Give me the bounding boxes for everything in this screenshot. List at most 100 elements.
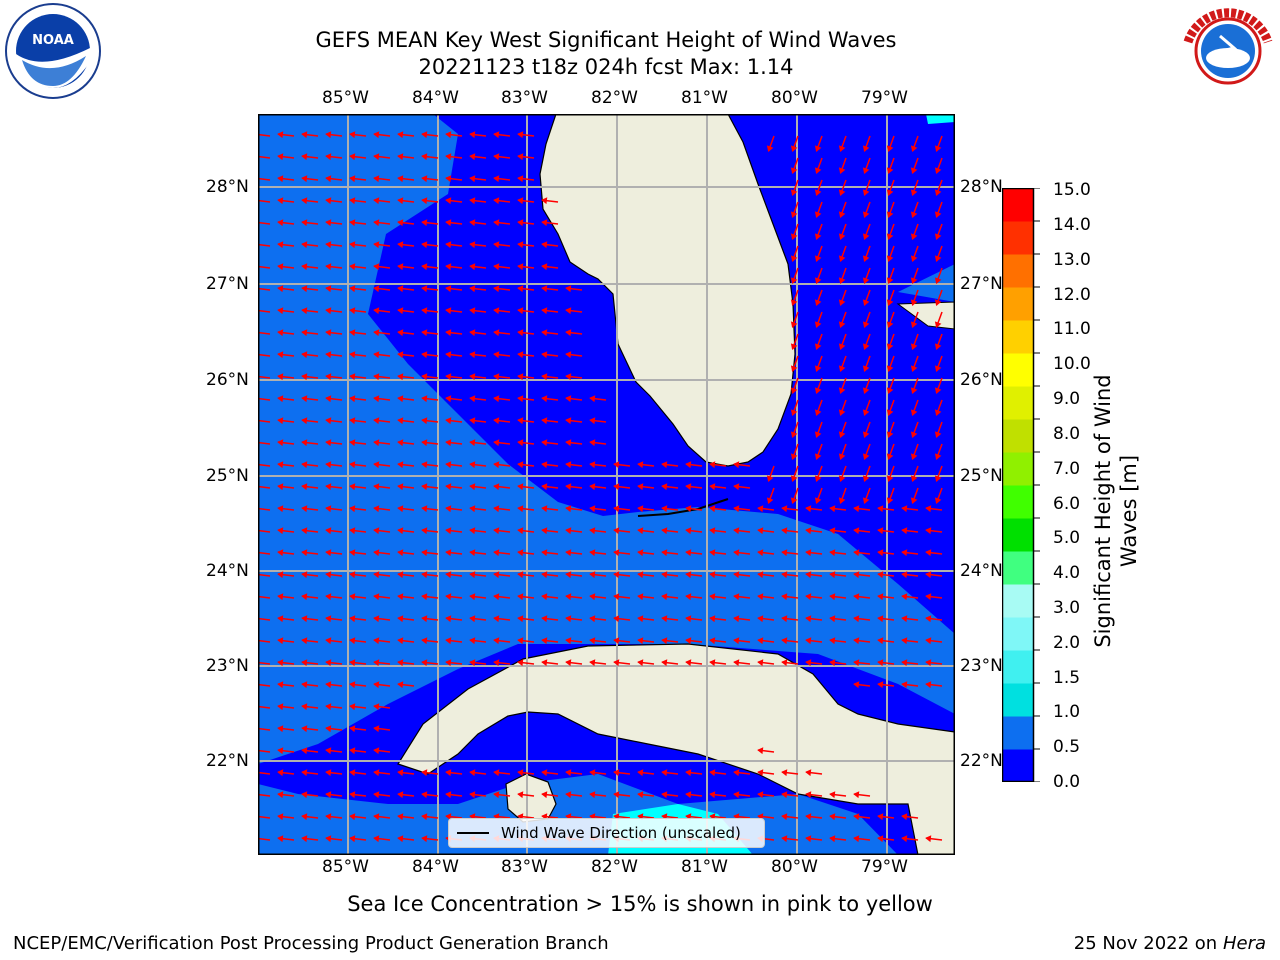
wind-wave-arrow-head	[277, 417, 284, 425]
wind-wave-arrow-head	[493, 197, 500, 205]
wind-wave-arrow-head	[421, 769, 428, 777]
wind-wave-arrow-head	[781, 791, 788, 799]
wind-wave-arrow-head	[517, 373, 524, 381]
wind-wave-arrow-head	[877, 505, 884, 513]
wind-wave-arrow-head	[421, 461, 428, 469]
wind-wave-arrow-head	[877, 527, 884, 535]
wind-wave-arrow	[258, 177, 271, 181]
wind-wave-arrow-head	[325, 329, 332, 337]
wind-wave-arrow-head	[421, 835, 428, 843]
wind-wave-arrow-head	[421, 241, 428, 249]
wind-wave-arrow-head	[373, 527, 380, 535]
wind-wave-arrow-head	[925, 571, 932, 579]
wind-wave-arrow-head	[853, 549, 860, 557]
wind-wave-arrow-head	[790, 189, 798, 196]
wind-wave-arrow-head	[373, 659, 380, 667]
wind-wave-arrow-head	[805, 659, 812, 667]
wind-wave-arrow-head	[541, 241, 548, 249]
wind-wave-arrow-head	[325, 307, 332, 315]
wind-wave-arrow-head	[814, 475, 822, 482]
wind-wave-arrow-head	[445, 659, 452, 667]
wind-wave-arrow-head	[565, 351, 572, 359]
wind-wave-arrow-head	[853, 835, 860, 843]
wind-wave-arrow-head	[790, 497, 798, 504]
wind-wave-arrow-head	[829, 835, 836, 843]
wind-wave-arrow	[258, 815, 271, 819]
wind-wave-arrow-head	[493, 791, 500, 799]
wind-wave-arrow-head	[589, 615, 596, 623]
wind-wave-arrow-head	[565, 637, 572, 645]
wind-wave-arrow-head	[733, 791, 740, 799]
colorbar-tick: 10.0	[1053, 354, 1091, 374]
wind-wave-arrow-head	[469, 417, 476, 425]
wind-wave-arrow-head	[493, 153, 500, 161]
wind-wave-arrow-head	[565, 527, 572, 535]
wind-wave-arrow-head	[814, 167, 822, 174]
wind-wave-arrow-head	[277, 483, 284, 491]
wind-wave-arrow-head	[589, 439, 596, 447]
lon-label-top: 79°W	[861, 88, 908, 108]
wind-wave-arrow-head	[901, 571, 908, 579]
wind-wave-arrow-head	[637, 527, 644, 535]
wind-wave-arrow-head	[301, 131, 308, 139]
wind-wave-arrow-head	[814, 365, 822, 372]
wind-wave-arrow-head	[517, 329, 524, 337]
wind-wave-arrow-head	[349, 527, 356, 535]
wind-wave-arrow-head	[469, 263, 476, 271]
wind-wave-arrow-head	[445, 219, 452, 227]
wind-wave-arrow-head	[517, 791, 524, 799]
wind-wave-arrow-head	[301, 835, 308, 843]
wind-wave-arrow-head	[301, 307, 308, 315]
wind-wave-arrow-head	[301, 483, 308, 491]
colorbar-segment	[1002, 386, 1034, 420]
wind-wave-arrow-head	[613, 505, 620, 513]
wind-wave-arrow-head	[349, 351, 356, 359]
wind-wave-arrow-head	[277, 637, 284, 645]
wind-wave-arrow-head	[397, 637, 404, 645]
wind-wave-arrow-head	[685, 791, 692, 799]
wind-wave-arrow-head	[814, 145, 822, 152]
wind-wave-arrow-head	[541, 615, 548, 623]
wind-wave-arrow-head	[469, 527, 476, 535]
wind-wave-arrow-head	[349, 461, 356, 469]
wind-wave-arrow-head	[877, 813, 884, 821]
wind-wave-arrow-head	[301, 571, 308, 579]
wind-wave-arrow-head	[790, 211, 798, 218]
wind-wave-arrow-head	[277, 659, 284, 667]
wind-wave-arrow-head	[862, 387, 870, 394]
wind-wave-arrow-head	[661, 461, 668, 469]
wind-wave-arrow-head	[397, 197, 404, 205]
wind-wave-arrow-head	[277, 241, 284, 249]
colorbar-tick: 1.0	[1053, 702, 1081, 722]
wind-wave-arrow-head	[805, 549, 812, 557]
lon-label-top: 85°W	[322, 88, 369, 108]
wind-wave-arrow-head	[517, 307, 524, 315]
lat-label-right: 22°N	[960, 751, 1003, 771]
wind-wave-arrow-head	[445, 285, 452, 293]
wind-wave-arrow-head	[910, 387, 918, 394]
wind-wave-arrow	[258, 595, 271, 599]
wind-wave-arrow-head	[493, 417, 500, 425]
wind-wave-arrow-head	[733, 615, 740, 623]
wind-wave-arrow-head	[757, 527, 764, 535]
wind-wave-arrow-head	[661, 813, 668, 821]
wind-wave-arrow	[258, 375, 271, 379]
wind-wave-arrow-head	[814, 497, 822, 504]
wind-wave-arrow	[258, 683, 271, 687]
wind-wave-arrow-head	[349, 483, 356, 491]
wind-wave-arrow-head	[421, 791, 428, 799]
wind-wave-arrow-head	[349, 681, 356, 689]
colorbar-segment	[1002, 749, 1034, 782]
wind-wave-arrow-head	[781, 769, 788, 777]
wind-wave-arrow-head	[934, 431, 942, 438]
wind-wave-arrow-head	[469, 241, 476, 249]
wind-wave-arrow-head	[781, 571, 788, 579]
wind-wave-arrow-head	[709, 615, 716, 623]
wind-wave-arrow	[258, 353, 271, 357]
lon-label-bottom: 84°W	[412, 857, 459, 877]
wind-wave-arrow-head	[301, 373, 308, 381]
wind-wave-arrow-head	[373, 241, 380, 249]
wind-wave-arrow-head	[277, 527, 284, 535]
wind-wave-arrow-head	[541, 285, 548, 293]
wind-wave-arrow-head	[910, 321, 918, 328]
